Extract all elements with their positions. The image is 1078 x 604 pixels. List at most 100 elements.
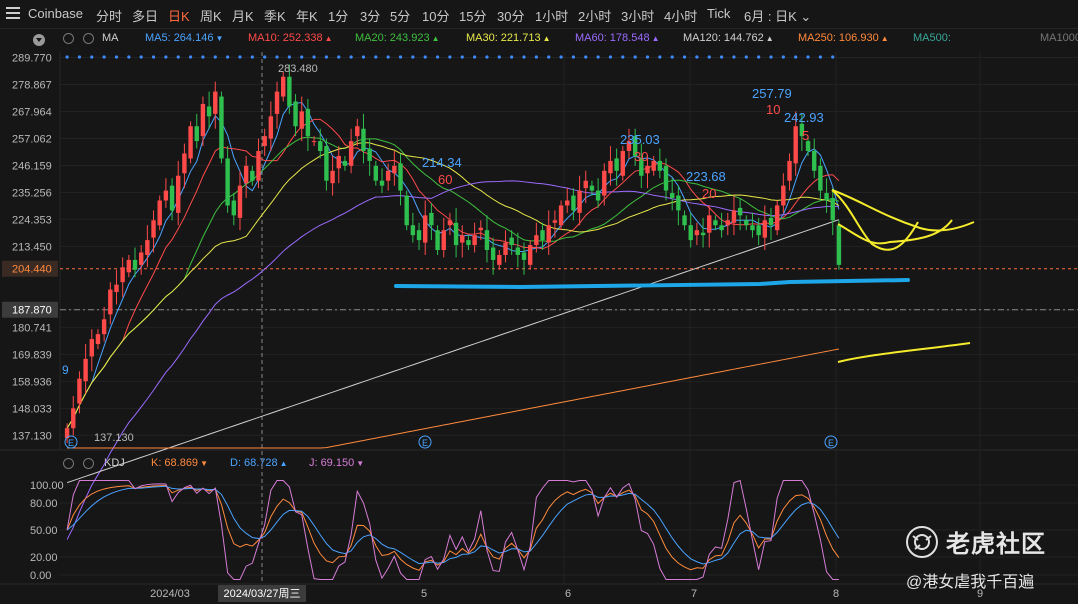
kdj-value: 68.728 — [244, 457, 278, 469]
period-tab-15[interactable]: 3小时 — [621, 9, 655, 24]
candle-body — [219, 96, 224, 159]
signal-dot — [176, 55, 180, 59]
ma-label: MA250: — [798, 32, 836, 44]
period-tab-11[interactable]: 15分 — [459, 9, 487, 24]
candle-body — [700, 232, 706, 236]
period-tab-13[interactable]: 1小时 — [535, 9, 569, 24]
menu-icon[interactable] — [6, 7, 20, 21]
signal-dot — [349, 55, 353, 59]
signal-dot — [448, 55, 452, 59]
candle-body — [398, 163, 403, 191]
candle-body — [336, 155, 341, 169]
signal-dot — [398, 55, 403, 59]
earnings-event-icon[interactable] — [824, 435, 838, 449]
signal-dot — [411, 55, 415, 59]
current-price-tag — [2, 260, 58, 277]
earnings-event-icon[interactable] — [418, 435, 432, 449]
day-annotation: 30 — [634, 149, 648, 164]
period-tab-8[interactable]: 3分 — [360, 9, 381, 24]
signal-dot — [781, 55, 785, 59]
signal-dot — [312, 55, 316, 59]
period-tab-9[interactable]: 5分 — [390, 9, 411, 24]
candle-body — [645, 165, 650, 174]
period-tab-2[interactable]: 日K — [168, 9, 190, 24]
candle-body — [410, 225, 416, 236]
candle-body — [77, 378, 82, 404]
signal-dot — [608, 55, 613, 59]
candle-body — [762, 220, 768, 238]
signal-dot — [139, 55, 143, 59]
kdj-label: D: — [230, 457, 241, 469]
kdj-axis-label: 20.00 — [30, 552, 58, 564]
day-annotation: 5 — [802, 128, 809, 143]
price-axis-label: 267.964 — [12, 106, 52, 118]
ma120-line — [66, 219, 840, 484]
candle-body — [126, 259, 132, 273]
symbol-name[interactable]: Coinbase — [28, 6, 83, 21]
range-selector[interactable]: 6月 : 日K ⌄ — [744, 6, 811, 25]
candle-body — [206, 106, 212, 117]
day-annotation: 20 — [702, 186, 716, 201]
period-tab-4[interactable]: 月K — [232, 9, 254, 24]
signal-dot — [831, 55, 835, 59]
high-price-label: 283.480 — [278, 63, 318, 75]
period-tab-6[interactable]: 年K — [296, 9, 318, 24]
candle-body — [707, 215, 712, 233]
candle-body — [558, 205, 564, 226]
day-annotation: 10 — [766, 102, 780, 117]
price-axis-label: 137.130 — [12, 430, 52, 442]
price-axis-label: 158.936 — [12, 376, 52, 388]
signal-dot — [670, 55, 674, 59]
price-axis-label: 148.033 — [12, 403, 52, 415]
period-tab-7[interactable]: 1分 — [328, 9, 349, 24]
settings-icon[interactable] — [63, 33, 74, 44]
period-tab-0[interactable]: 分时 — [96, 9, 123, 24]
price-axis-label: 224.353 — [12, 214, 52, 226]
price-annotation: 235.03 — [620, 132, 660, 147]
close-icon[interactable] — [83, 458, 94, 469]
period-tab-12[interactable]: 30分 — [497, 9, 525, 24]
projection-path-a[interactable] — [831, 189, 975, 232]
candle-body — [348, 141, 354, 166]
grid-lines — [60, 52, 1078, 584]
projection-path-c[interactable] — [837, 219, 953, 245]
period-tab-14[interactable]: 2小时 — [578, 9, 612, 24]
ma-label: MA5: — [145, 32, 171, 44]
time-axis-label: 5 — [421, 588, 427, 600]
period-tab-5[interactable]: 季K — [264, 9, 286, 24]
candle-body — [120, 267, 125, 283]
candle-body — [799, 123, 805, 137]
period-tab-1[interactable]: 多日 — [132, 9, 159, 24]
close-icon[interactable] — [83, 33, 94, 44]
candle-body — [836, 225, 842, 265]
settings-icon[interactable] — [63, 458, 74, 469]
ma-label: MA500: — [913, 32, 951, 44]
ma5-line — [66, 101, 840, 429]
period-tab-17[interactable]: Tick — [707, 6, 731, 21]
support-line-drawing[interactable] — [394, 278, 910, 290]
ma20-line — [66, 136, 840, 429]
collapse-icon[interactable] — [33, 34, 45, 46]
candle-body — [787, 160, 792, 181]
signal-dot — [435, 55, 440, 59]
signal-dot — [151, 55, 156, 59]
period-tab-10[interactable]: 10分 — [422, 9, 450, 24]
earnings-event-icon[interactable] — [64, 435, 78, 449]
ma-value: 106.930 — [838, 32, 879, 44]
signal-dot — [361, 55, 366, 59]
projection-path-b[interactable] — [831, 189, 919, 251]
projection-path-d[interactable] — [837, 342, 971, 363]
period-tab-16[interactable]: 4小时 — [664, 9, 698, 24]
price-axis-label: 257.062 — [12, 133, 52, 145]
candle-body — [460, 235, 465, 243]
signal-dot — [188, 55, 193, 59]
candle-body — [626, 141, 632, 151]
candle-body — [737, 207, 743, 216]
period-tab-3[interactable]: 周K — [200, 9, 222, 24]
candle-body — [744, 220, 749, 226]
signal-dot — [460, 55, 464, 59]
candle-body — [719, 225, 724, 231]
candle-body — [342, 160, 348, 166]
